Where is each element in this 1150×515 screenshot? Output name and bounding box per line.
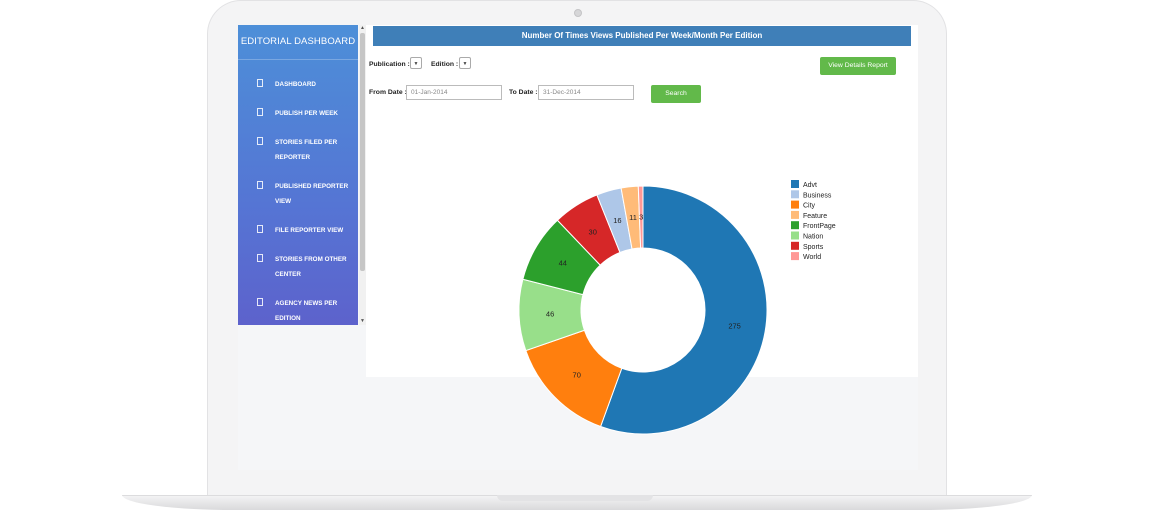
screen: EDITORIAL DASHBOARD DASHBOARD PUBLISH PE… [238, 25, 918, 470]
legend-item-nation: Nation [803, 234, 823, 241]
legend-item-frontpage: FrontPage [803, 223, 836, 230]
menu-icon [257, 79, 263, 87]
to-date-input[interactable]: 31-Dec-2014 [538, 85, 634, 100]
slice-label-advt: 275 [728, 322, 741, 331]
legend-swatch-frontpage [791, 221, 799, 230]
laptop-notch [497, 495, 653, 501]
edition-label: Edition : [431, 61, 459, 68]
sidebar-item-file-reporter-view[interactable]: FILE REPORTER VIEW [238, 217, 358, 244]
publication-label: Publication : [369, 61, 410, 68]
sidebar-item-stories-from-other-center[interactable]: STORIES FROM OTHER CENTER [238, 246, 358, 288]
menu-icon [257, 137, 263, 145]
scroll-up-icon[interactable]: ▲ [360, 25, 365, 31]
sidebar-item-stories-filed-per-reporter[interactable]: STORIES FILED PER REPORTER [238, 129, 358, 171]
sidebar-item-label: AGENCY NEWS PER EDITION [275, 300, 338, 322]
legend-item-advt: Advt [803, 182, 817, 189]
view-details-report-button[interactable]: View Details Report [820, 57, 896, 75]
page-title: Number Of Times Views Published Per Week… [373, 26, 911, 46]
legend-item-world: World [803, 254, 821, 261]
legend-item-city: City [803, 203, 816, 210]
menu-icon [257, 298, 263, 306]
slice-label-feature: 11 [629, 213, 637, 222]
camera-icon [574, 9, 582, 17]
legend-swatch-sports [791, 241, 799, 250]
slice-label-city: 70 [573, 371, 581, 380]
publication-select[interactable]: ▼ [410, 57, 422, 69]
scroll-thumb[interactable] [360, 33, 365, 271]
legend-item-sports: Sports [803, 244, 824, 251]
menu-icon [257, 181, 263, 189]
sidebar-menu: DASHBOARD PUBLISH PER WEEK STORIES FILED… [238, 71, 358, 332]
menu-icon [257, 225, 263, 233]
sidebar-item-label: PUBLISHED REPORTER VIEW [275, 183, 349, 205]
legend-swatch-world [791, 252, 799, 261]
legend-swatch-feature [791, 210, 799, 219]
sidebar-item-agency-news-per-edition[interactable]: AGENCY NEWS PER EDITION [238, 290, 358, 332]
to-date-label: To Date : [509, 89, 538, 96]
slice-world[interactable] [637, 185, 644, 249]
legend-swatch-business [791, 190, 799, 199]
legend-item-feature: Feature [803, 213, 827, 220]
donut-chart: 275 70 46 44 30 16 11 3 Advt Business City Feature… [518, 180, 836, 435]
legend-swatch-city [791, 200, 799, 209]
sidebar-item-label: STORIES FILED PER REPORTER [275, 139, 338, 161]
search-button[interactable]: Search [651, 85, 701, 103]
sidebar-item-label: PUBLISH PER WEEK [275, 110, 338, 117]
sidebar: EDITORIAL DASHBOARD DASHBOARD PUBLISH PE… [238, 25, 358, 325]
edition-select[interactable]: ▼ [459, 57, 471, 69]
chevron-down-icon: ▼ [413, 61, 419, 67]
slice-label-sports: 30 [589, 227, 597, 236]
sidebar-title: EDITORIAL DASHBOARD [238, 25, 358, 60]
sidebar-item-label: DASHBOARD [275, 81, 316, 88]
sidebar-item-label: FILE REPORTER VIEW [275, 227, 344, 234]
slice-label-world: 3 [639, 213, 643, 222]
slice-label-nation: 46 [546, 309, 554, 318]
from-date-input[interactable]: 01-Jan-2014 [406, 85, 502, 100]
legend-item-business: Business [803, 192, 832, 199]
legend-swatch-nation [791, 231, 799, 240]
menu-icon [257, 108, 263, 116]
slice-advt[interactable] [599, 185, 768, 435]
from-date-label: From Date : [369, 89, 407, 96]
chevron-down-icon: ▼ [462, 61, 468, 67]
menu-icon [257, 254, 263, 262]
sidebar-item-publish-per-week[interactable]: PUBLISH PER WEEK [238, 100, 358, 127]
sidebar-item-label: STORIES FROM OTHER CENTER [275, 256, 347, 278]
slice-label-business: 16 [613, 216, 621, 225]
sidebar-item-dashboard[interactable]: DASHBOARD [238, 71, 358, 98]
legend-swatch-advt [791, 180, 799, 188]
slice-label-frontpage: 44 [559, 258, 567, 267]
sidebar-item-published-reporter-view[interactable]: PUBLISHED REPORTER VIEW [238, 173, 358, 215]
sidebar-scrollbar[interactable]: ▲ ▼ [359, 25, 366, 325]
scroll-down-icon[interactable]: ▼ [360, 318, 365, 324]
